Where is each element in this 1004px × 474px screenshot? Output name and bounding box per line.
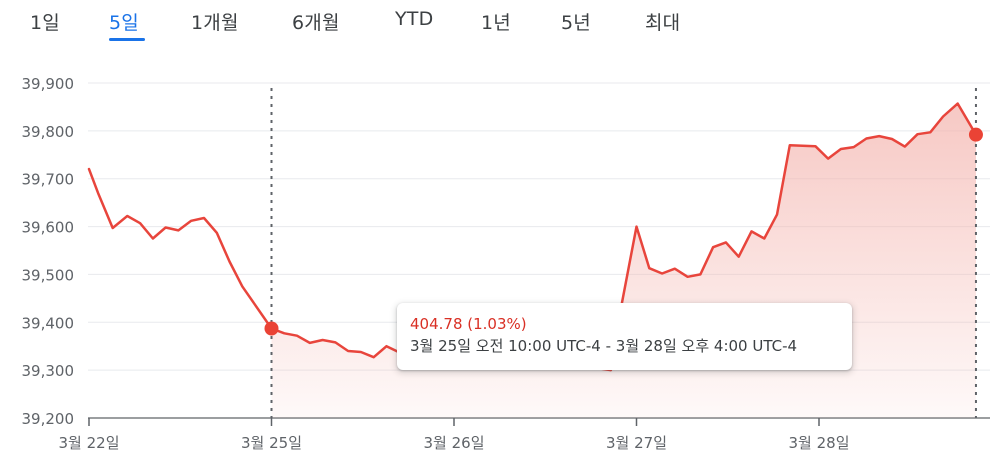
tab-max[interactable]: 최대 <box>645 12 681 34</box>
y-tick-label: 39,900 <box>22 75 75 93</box>
y-tick-label: 39,500 <box>22 266 75 284</box>
tooltip-range: 3월 25일 오전 10:00 UTC-4 - 3월 28일 오후 4:00 U… <box>410 337 798 355</box>
x-tick-label: 3월 28일 <box>789 434 850 452</box>
tab-1m[interactable]: 1개월 <box>191 12 239 34</box>
tab-ytd[interactable]: YTD <box>395 8 434 30</box>
y-tick-label: 39,700 <box>22 171 75 189</box>
tab-5y[interactable]: 5년 <box>561 12 591 34</box>
range-tabs: 1일 5일 1개월 6개월 YTD 1년 5년 최대 <box>0 0 1004 44</box>
y-tick-label: 39,300 <box>22 362 75 380</box>
tab-1y[interactable]: 1년 <box>481 12 511 34</box>
selection-area <box>271 103 976 418</box>
y-tick-label: 39,400 <box>22 314 75 332</box>
y-tick-label: 39,800 <box>22 123 75 141</box>
tab-1d[interactable]: 1일 <box>30 12 60 34</box>
tooltip-change: 404.78 (1.03%) <box>410 315 527 333</box>
selection-tooltip: 404.78 (1.03%) 3월 25일 오전 10:00 UTC-4 - 3… <box>397 303 852 370</box>
active-tab-indicator <box>109 38 145 41</box>
tab-5d[interactable]: 5일 <box>109 12 139 34</box>
tab-6m[interactable]: 6개월 <box>292 12 340 34</box>
selection-end-marker <box>968 127 983 142</box>
y-tick-label: 39,200 <box>22 410 75 428</box>
x-tick-label: 3월 25일 <box>241 434 302 452</box>
x-tick-label: 3월 27일 <box>606 434 667 452</box>
selection-start-marker <box>264 321 279 336</box>
y-tick-label: 39,600 <box>22 219 75 237</box>
x-tick-label: 3월 22일 <box>59 434 120 452</box>
x-tick-label: 3월 26일 <box>424 434 485 452</box>
